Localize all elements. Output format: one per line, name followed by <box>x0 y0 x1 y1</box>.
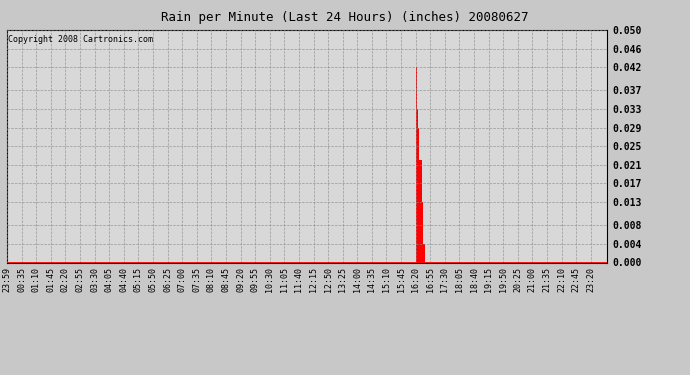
Text: Rain per Minute (Last 24 Hours) (inches) 20080627: Rain per Minute (Last 24 Hours) (inches)… <box>161 11 529 24</box>
Text: Copyright 2008 Cartronics.com: Copyright 2008 Cartronics.com <box>8 34 153 44</box>
